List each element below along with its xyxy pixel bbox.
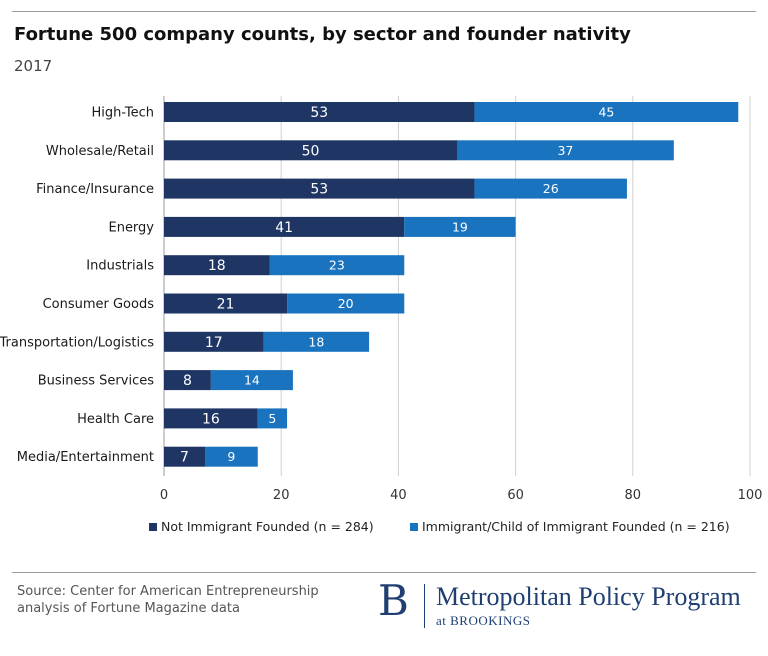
data-label: 7 [180, 450, 189, 466]
data-label: 41 [275, 220, 293, 236]
category-label: Wholesale/Retail [46, 144, 154, 159]
bar-segment-not-immigrant [164, 216, 405, 237]
category-label: Business Services [38, 374, 155, 389]
bottom-rule [12, 572, 756, 573]
top-rule [12, 11, 756, 12]
chart-legend: Not Immigrant Founded (n = 284) Immigran… [0, 519, 768, 539]
bar-segment-not-immigrant [164, 331, 264, 352]
bar-segment-not-immigrant [164, 102, 475, 122]
data-label: 37 [557, 143, 573, 158]
bar-segment-immigrant [269, 255, 405, 276]
data-label: 53 [310, 105, 328, 121]
bar-segment-immigrant [263, 331, 370, 352]
chart-subtitle: 2017 [14, 57, 53, 75]
bar-segment-not-immigrant [164, 446, 206, 467]
data-label: 45 [598, 105, 614, 120]
legend-swatch-immigrant [410, 522, 418, 531]
bar-segment-immigrant [257, 408, 288, 429]
source-note: Source: Center for American Entrepreneur… [17, 583, 347, 617]
category-label: Energy [108, 220, 154, 235]
bar-segment-immigrant [205, 446, 258, 467]
x-tick-label: 60 [507, 488, 524, 503]
source-line-1: Source: Center for American Entrepreneur… [17, 584, 319, 599]
data-label: 21 [217, 297, 235, 313]
data-label: 23 [329, 258, 345, 273]
bar-segment-immigrant [474, 102, 739, 122]
legend-item-immigrant: Immigrant/Child of Immigrant Founded (n … [410, 519, 730, 534]
brookings-logo: B Metropolitan Policy Program at BROOKIN… [378, 578, 763, 630]
category-label: Finance/Insurance [36, 182, 154, 197]
x-tick-label: 80 [625, 488, 642, 503]
bar-segment-immigrant [404, 216, 516, 237]
category-label: Media/Entertainment [17, 450, 154, 465]
data-label: 53 [310, 182, 328, 198]
chart-title: Fortune 500 company counts, by sector an… [14, 24, 631, 45]
legend-label-immigrant: Immigrant/Child of Immigrant Founded (n … [422, 519, 730, 534]
legend-label-not-immigrant: Not Immigrant Founded (n = 284) [161, 519, 374, 534]
bar-segment-not-immigrant [164, 255, 270, 276]
data-label: 17 [205, 335, 223, 351]
logo-divider [424, 584, 425, 628]
data-label: 18 [308, 334, 324, 349]
category-label: High-Tech [92, 106, 155, 121]
legend-swatch-not-immigrant [149, 522, 157, 531]
bar-segment-not-immigrant [164, 293, 288, 314]
data-label: 9 [227, 449, 235, 464]
data-label: 5 [268, 411, 276, 426]
data-label: 50 [302, 143, 320, 159]
logo-b-mark: B [378, 576, 409, 625]
category-label: Industrials [86, 259, 154, 274]
bar-segment-not-immigrant [164, 178, 475, 199]
x-tick-label: 0 [160, 488, 168, 503]
logo-program-name: Metropolitan Policy Program [436, 582, 741, 611]
bar-segment-immigrant [287, 293, 405, 314]
source-line-2: analysis of Fortune Magazine data [17, 601, 240, 616]
data-label: 8 [183, 373, 192, 389]
x-tick-label: 40 [390, 488, 407, 503]
legend-item-not-immigrant: Not Immigrant Founded (n = 284) [149, 519, 374, 534]
x-tick-label: 20 [273, 488, 290, 503]
data-label: 26 [543, 181, 559, 196]
bar-segment-not-immigrant [164, 140, 457, 161]
data-label: 16 [202, 411, 220, 427]
x-tick-label: 100 [738, 488, 763, 503]
bar-segment-immigrant [210, 370, 293, 391]
logo-program-sub: at BROOKINGS [436, 613, 531, 628]
category-label: Transportation/Logistics [0, 335, 154, 350]
category-label: Health Care [77, 412, 154, 427]
data-label: 19 [452, 219, 468, 234]
bar-segment-immigrant [474, 178, 627, 199]
category-label: Consumer Goods [43, 297, 155, 312]
data-label: 14 [244, 373, 260, 388]
bar-segment-not-immigrant [164, 408, 258, 429]
bar-segment-not-immigrant [164, 370, 211, 391]
data-label: 18 [208, 258, 226, 274]
bar-segment-immigrant [457, 140, 674, 161]
data-label: 20 [338, 296, 354, 311]
